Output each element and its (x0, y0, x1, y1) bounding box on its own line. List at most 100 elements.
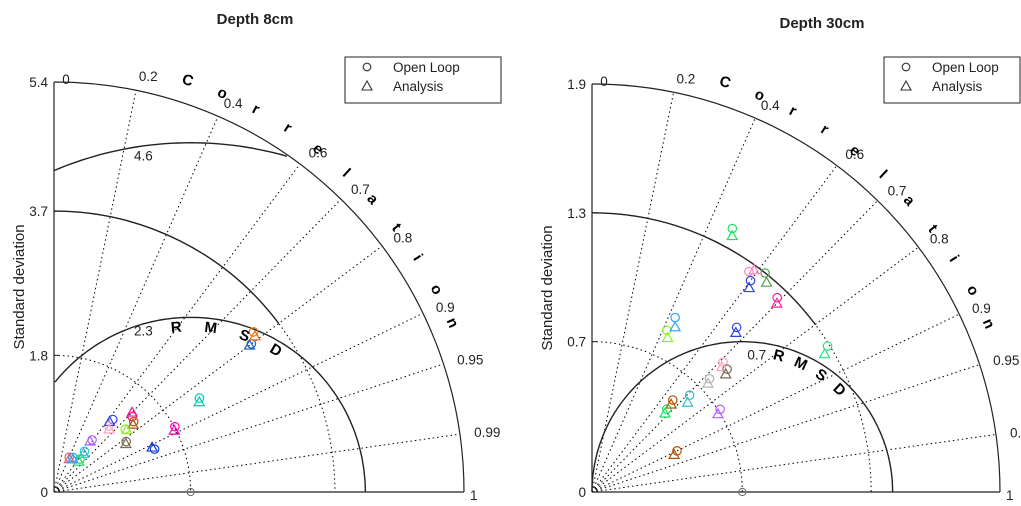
open-loop-point (744, 266, 754, 277)
correlation-tick-label: 0.7 (888, 183, 907, 198)
correlation-gridline (591, 246, 919, 493)
open-loop-point (667, 395, 678, 405)
legend-entry-label: Analysis (393, 79, 444, 94)
analysis-point (248, 329, 261, 341)
correlation-tick-label: 0.9 (972, 301, 991, 316)
analysis-point (669, 320, 682, 332)
analysis-point (665, 398, 678, 409)
analysis-point (668, 448, 681, 459)
correlation-axis-label-letter: o (963, 282, 982, 298)
analysis-point (661, 331, 674, 343)
legend: Open Loop Analysis (344, 56, 502, 104)
reference-std-contour (591, 212, 816, 325)
taylor-panel-1: Depth 8cm 0 0.2 0.4 0.6 0.7 0.8 0.9 0.95 0.99 1 0 1.… (11, 11, 502, 503)
correlation-tick-label: 0 (62, 72, 70, 87)
correlation-axis-label-letter: n (979, 316, 998, 331)
correlation-axis-label-letter: C (717, 73, 733, 93)
correlation-gridline (53, 363, 444, 493)
chart-title: Depth 30cm (779, 15, 864, 32)
correlation-gridline (591, 433, 996, 493)
analysis-point (146, 441, 159, 452)
reference-point-marker (738, 487, 747, 497)
correlation-gridline (53, 245, 383, 493)
outer-arc (53, 81, 465, 493)
correlation-axis-label-letter: l (339, 165, 354, 180)
outer-arc (591, 83, 1001, 493)
rmsd-axis-label-letter: D (267, 340, 285, 360)
open-loop-point (149, 444, 160, 454)
analysis-point (729, 326, 742, 337)
analysis-point (77, 447, 90, 458)
correlation-tick-label: 0.8 (930, 232, 949, 247)
std-tick-label: 1.9 (567, 77, 586, 92)
open-loop-point (104, 421, 114, 431)
correlation-axis-label-letter: l (876, 167, 891, 182)
analysis-point (748, 263, 761, 275)
correlation-tick-label: 0.2 (139, 69, 158, 84)
std-gridline (53, 210, 336, 493)
correlation-tick-label: 0.95 (993, 353, 1019, 368)
open-loop-point (121, 436, 131, 447)
std-tick-label: 3.7 (29, 204, 48, 219)
analysis-point (168, 424, 181, 435)
correlation-axis-label-letter: r (818, 121, 832, 139)
rmsd-axis-label-letter: R (771, 346, 786, 365)
correlation-tick-label: 0.7 (351, 182, 370, 197)
correlation-axis-label-letter: i (946, 252, 963, 265)
correlation-tick-label: 0.2 (676, 71, 695, 86)
correlation-axis-label-letter: r (786, 102, 799, 120)
std-tick-label: 0.7 (567, 335, 586, 350)
y-axis-label: Standard deviation (11, 224, 28, 349)
std-tick-label: 1.3 (567, 206, 586, 221)
analysis-point (193, 395, 206, 407)
open-loop-point (727, 223, 738, 234)
analysis-point (127, 418, 140, 429)
rmsd-axis-label-letter: R (170, 319, 182, 337)
open-loop-point (745, 275, 756, 286)
correlation-axis-label-letter: o (427, 282, 446, 298)
rmsd-contour-label: 4.6 (134, 149, 153, 164)
correlation-gridline (53, 90, 137, 493)
open-loop-point (248, 327, 259, 337)
legend-entry-label: Open Loop (393, 60, 460, 75)
rmsd-contour (53, 141, 288, 172)
legend-circle-icon (362, 62, 372, 72)
correlation-tick-label: 0.9 (436, 300, 455, 315)
correlation-axis-label-letter: C (180, 71, 196, 91)
correlation-tick-label: 1 (1006, 488, 1014, 503)
legend-entry-label: Analysis (932, 79, 983, 94)
analysis-point (243, 339, 256, 350)
correlation-axis-label-letter: i (409, 251, 426, 264)
analysis-point (711, 407, 724, 419)
analysis-point (701, 377, 715, 388)
correlation-tick-label: 0.8 (393, 230, 412, 245)
correlation-tick-label: 1 (470, 488, 478, 503)
std-tick-label: 5.4 (29, 75, 48, 90)
correlation-gridline (53, 433, 460, 493)
open-loop-point (128, 416, 139, 427)
analysis-point (84, 435, 97, 446)
legend-box (344, 56, 502, 104)
open-loop-point (684, 390, 695, 400)
rmsd-axis-label-letter: M (792, 354, 810, 375)
chart-title: Depth 8cm (217, 11, 294, 28)
correlation-tick-label: 0.6 (309, 146, 328, 161)
correlation-tick-label: 0 (600, 74, 608, 89)
correlation-axis-label-letter: r (281, 119, 295, 137)
taylor-panel-2: Depth 30cm 0 0.2 0.4 0.6 0.7 0.8 0.9 0.95 0.99 1 0 0… (539, 15, 1021, 503)
analysis-point (66, 452, 80, 464)
analysis-point (760, 276, 773, 287)
analysis-point (119, 437, 132, 449)
std-gridline (591, 341, 743, 493)
rmsd-contour-label: 2.3 (134, 323, 153, 338)
open-loop-point (722, 364, 732, 374)
open-loop-point (704, 373, 715, 384)
open-loop-point (718, 357, 728, 367)
open-loop-point (79, 446, 90, 457)
analysis-point (681, 396, 694, 407)
open-loop-point (170, 421, 180, 432)
analysis-point (818, 347, 831, 359)
analysis-point (120, 423, 133, 435)
correlation-axis-label-letter: n (443, 315, 462, 330)
analysis-point (743, 281, 756, 293)
